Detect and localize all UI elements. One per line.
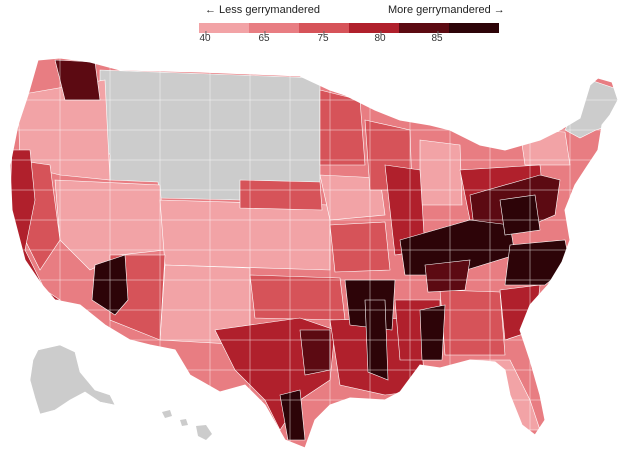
legend-swatch-2 <box>249 23 299 33</box>
region-nebraska <box>239 179 323 211</box>
legend-tick-40: 40 <box>199 31 211 44</box>
region-michigan <box>419 139 463 206</box>
region-texas-east <box>299 329 331 376</box>
region-alabama-north <box>419 304 446 361</box>
region-colorado-plains <box>159 199 331 271</box>
more-gerrymandered-label: More gerrymandered → <box>388 4 505 16</box>
legend: ← Less gerrymandered More gerrymandered … <box>0 0 630 50</box>
legend-tick-85: 85 <box>431 31 443 44</box>
legend-tick-75: 75 <box>317 31 329 44</box>
alaska-shape <box>29 344 116 415</box>
gray-region-new-england <box>564 79 618 139</box>
legend-swatch-1 <box>199 23 249 33</box>
legend-tick-65: 65 <box>258 31 270 44</box>
legend-color-bar <box>199 23 499 33</box>
district-lines-horizontal <box>10 99 618 401</box>
region-texas-gulf <box>279 389 306 441</box>
us-outline <box>9 57 619 449</box>
legend-tick-80: 80 <box>374 31 386 44</box>
legend-swatch-4 <box>349 23 399 33</box>
region-south-carolina <box>499 284 541 341</box>
less-gerrymandered-label: ← Less gerrymandered <box>205 4 320 16</box>
hawaii-shape <box>162 410 212 440</box>
region-virginia-west <box>499 194 541 236</box>
region-oklahoma <box>249 274 346 321</box>
region-iowa-illinois <box>319 174 386 221</box>
region-north-carolina <box>504 239 571 286</box>
legend-swatch-3 <box>299 23 349 33</box>
legend-swatch-6 <box>449 23 499 33</box>
legend-swatch-5 <box>399 23 449 33</box>
region-tennessee-west <box>424 259 471 293</box>
district-lines-vertical <box>59 58 571 448</box>
region-missouri <box>329 221 391 273</box>
region-minnesota <box>319 89 366 166</box>
